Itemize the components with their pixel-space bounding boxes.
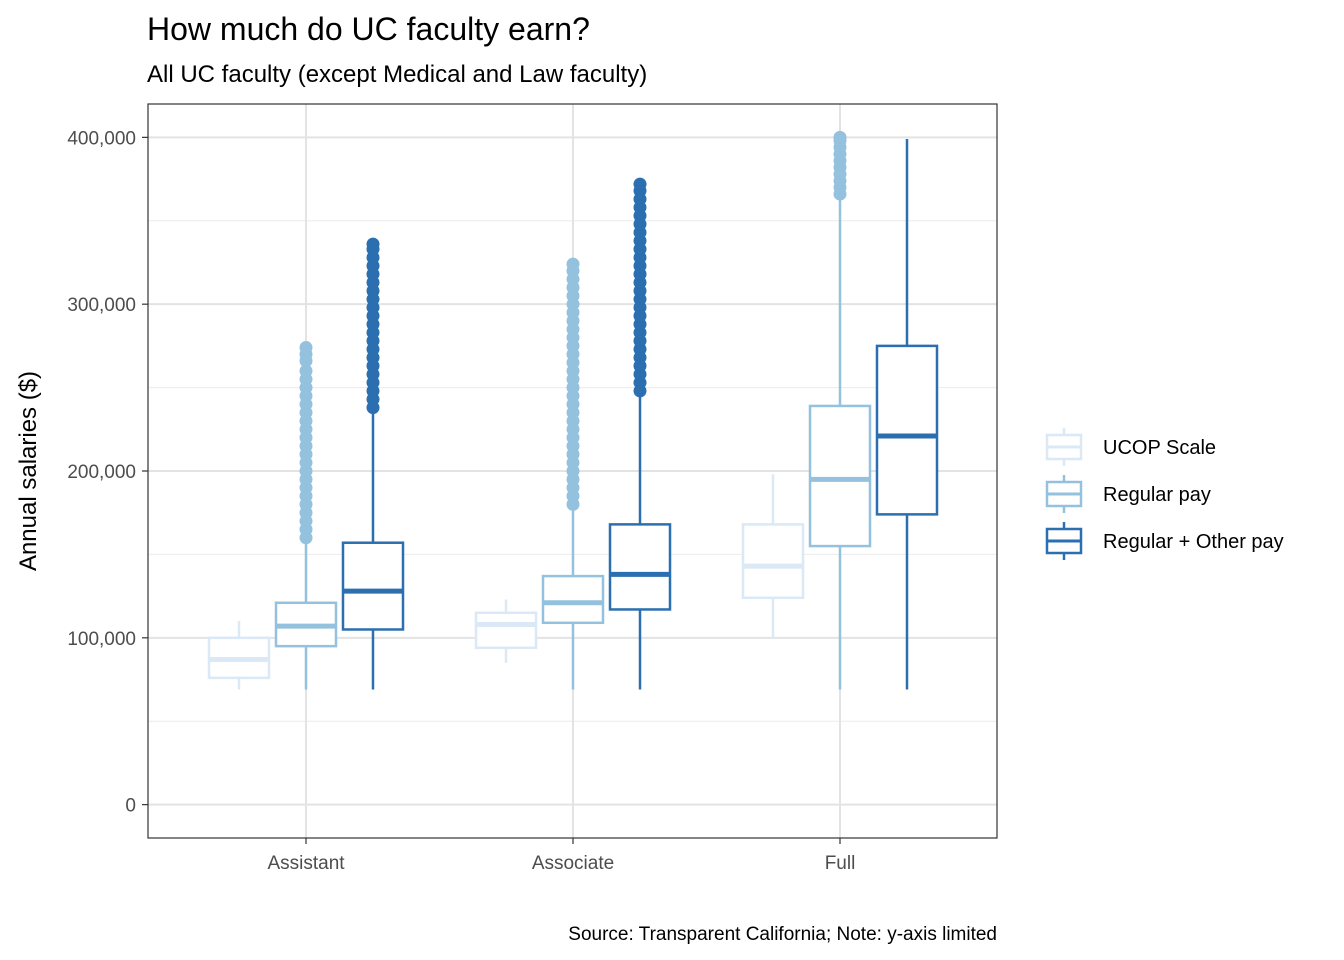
- y-tick-label: 200,000: [67, 462, 136, 483]
- box-regular-other-pay-full: [875, 139, 939, 690]
- y-tick-label: 300,000: [67, 295, 136, 316]
- outlier-point: [633, 177, 647, 191]
- box-regular-other-pay-assistant: [341, 237, 405, 690]
- box-iqr: [341, 541, 405, 631]
- legend: UCOP Scale Regular pay Regular + Other pay: [1045, 428, 1284, 560]
- outlier-point: [366, 237, 380, 251]
- outlier-point: [566, 257, 580, 271]
- y-tick-label: 400,000: [67, 128, 136, 149]
- chart-title: How much do UC faculty earn?: [147, 11, 590, 47]
- box-regular-pay-full: [808, 130, 872, 690]
- box-ucop-scale-associate: [474, 599, 538, 663]
- box-iqr: [875, 344, 939, 516]
- chart-caption: Source: Transparent California; Note: y-…: [568, 924, 997, 945]
- box-regular-pay-associate: [541, 257, 605, 690]
- outlier-point: [299, 364, 313, 378]
- box-iqr: [741, 523, 805, 600]
- x-axis: Assistant Associate Full: [267, 838, 855, 874]
- box-ucop-scale-assistant: [207, 621, 271, 690]
- box-iqr: [474, 611, 538, 650]
- outlier-point: [833, 130, 847, 144]
- x-tick-label: Associate: [532, 853, 614, 874]
- x-tick-label: Full: [825, 853, 856, 874]
- x-tick-label: Assistant: [267, 853, 345, 874]
- box-ucop-scale-full: [741, 474, 805, 638]
- box-iqr: [808, 404, 872, 548]
- box-iqr: [541, 574, 605, 625]
- legend-item-ucop-scale: UCOP Scale: [1045, 428, 1216, 466]
- y-axis-title: Annual salaries ($): [15, 371, 42, 571]
- legend-item-regular-pay: Regular pay: [1045, 475, 1211, 513]
- boxes-layer: [207, 130, 939, 690]
- y-axis: 0 100,000 200,000 300,000 400,000: [67, 128, 148, 817]
- y-tick-label: 100,000: [67, 629, 136, 650]
- box-regular-pay-assistant: [274, 341, 338, 690]
- outlier-point: [299, 341, 313, 355]
- legend-label: UCOP Scale: [1103, 437, 1216, 459]
- box-iqr: [608, 523, 672, 611]
- legend-label: Regular + Other pay: [1103, 531, 1284, 553]
- legend-item-regular-other-pay: Regular + Other pay: [1045, 522, 1284, 560]
- y-tick-label: 0: [125, 796, 136, 817]
- box-regular-other-pay-associate: [608, 177, 672, 690]
- chart-subtitle: All UC faculty (except Medical and Law f…: [147, 61, 647, 88]
- legend-label: Regular pay: [1103, 484, 1211, 506]
